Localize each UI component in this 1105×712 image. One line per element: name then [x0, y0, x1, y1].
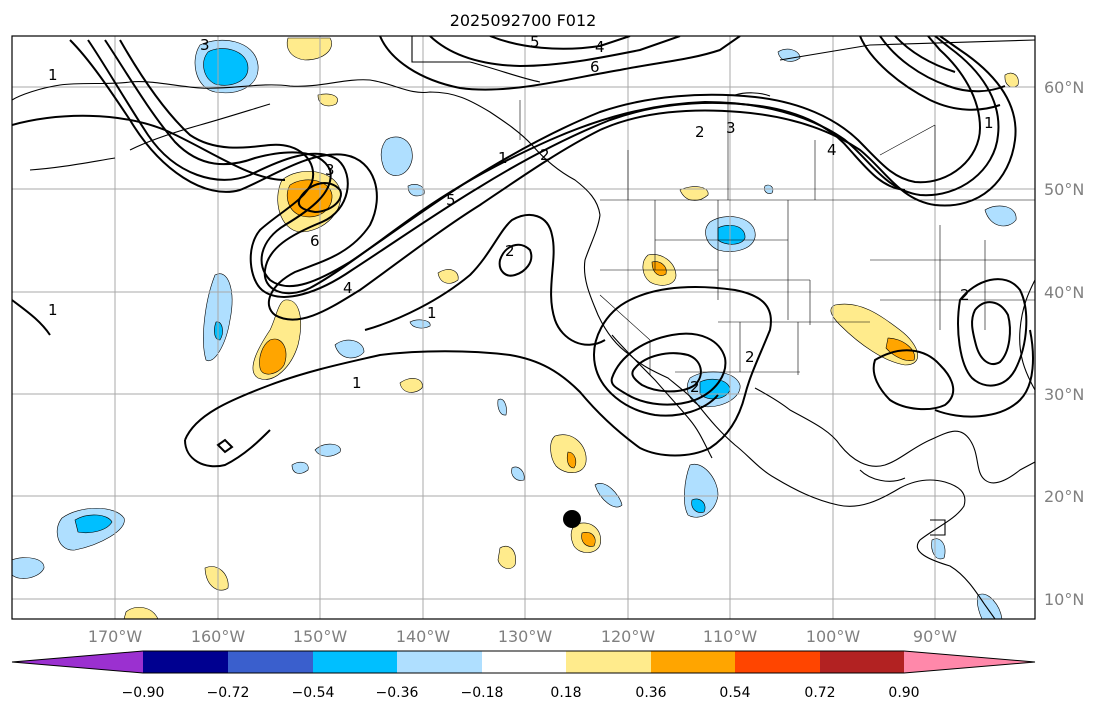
lon-label: 170°W [88, 627, 143, 646]
colorbar-tick-label: −0.72 [207, 685, 250, 701]
contour-label: 1 [984, 114, 994, 132]
negative-core [203, 48, 249, 86]
latitude-labels: 60°N 50°N 40°N 30°N 20°N 10°N [1044, 78, 1084, 609]
negative-core [691, 498, 706, 513]
colorbar-tick-label: −0.90 [122, 685, 165, 701]
negative-region [334, 339, 365, 359]
contour-label: 5 [530, 33, 540, 51]
contour-label: 1 [427, 304, 437, 322]
negative-region [497, 398, 507, 416]
colorbar-extend-max [904, 651, 1035, 673]
lon-label: 110°W [703, 627, 758, 646]
lat-label: 10°N [1044, 590, 1084, 609]
contour-lines [12, 36, 1034, 468]
positive-region [204, 566, 229, 591]
colorbar-segment [735, 651, 820, 673]
colorbar-segment [313, 651, 397, 673]
lon-label: 90°W [913, 627, 957, 646]
colorbar-extend-min [12, 651, 143, 673]
colorbar: −0.90 −0.72 −0.54 −0.36 −0.18 0.18 0.36 … [11, 650, 1036, 701]
negative-core [74, 514, 113, 533]
lat-label: 50°N [1044, 180, 1084, 199]
colorbar-segment [651, 651, 735, 673]
negative-region [291, 461, 309, 474]
negative-region [12, 557, 45, 579]
lon-label: 100°W [806, 627, 861, 646]
negative-region [380, 136, 413, 176]
colorbar-outline [11, 650, 1036, 674]
negative-region [976, 593, 1003, 619]
positive-core [651, 261, 667, 276]
positive-region [679, 186, 709, 201]
lon-label: 120°W [601, 627, 656, 646]
colorbar-segment [228, 651, 313, 673]
positive-core [566, 451, 577, 469]
contour-label: 2 [745, 348, 755, 366]
contour-label: 2 [690, 378, 700, 396]
contour-label: 6 [310, 232, 320, 250]
lat-label: 40°N [1044, 283, 1084, 302]
contour-labels: 1 1 1 1 1 2 2 2 2 2 2 3 3 3 4 4 4 5 5 6 … [48, 33, 994, 396]
positive-region [437, 269, 459, 284]
contour-label: 4 [595, 38, 605, 56]
positive-region [1004, 72, 1019, 88]
positive-core [259, 338, 287, 375]
contour-label: 2 [505, 242, 515, 260]
lon-label: 150°W [293, 627, 348, 646]
colorbar-tick-label: −0.54 [292, 685, 335, 701]
contour-label: 3 [200, 36, 210, 54]
storm-center-marker [563, 510, 581, 528]
lat-label: 20°N [1044, 487, 1084, 506]
colorbar-segment [566, 651, 651, 673]
lon-label: 140°W [396, 627, 451, 646]
negative-region [314, 443, 341, 457]
longitude-labels: 170°W 160°W 150°W 140°W 130°W 120°W 110°… [88, 627, 957, 646]
negative-region [777, 48, 801, 62]
gridlines [12, 36, 1035, 619]
colorbar-segment [482, 651, 566, 673]
contour-label: 1 [48, 66, 58, 84]
colorbar-segment [143, 651, 228, 673]
borders [519, 95, 1035, 375]
colorbar-tick-label: 0.54 [719, 685, 750, 701]
contour-label: 3 [325, 161, 335, 179]
positive-core [581, 532, 596, 547]
colorbar-segment [397, 651, 482, 673]
lat-label: 60°N [1044, 78, 1084, 97]
colorbar-tick-label: −0.18 [461, 685, 504, 701]
negative-region [409, 319, 431, 329]
negative-region [594, 483, 623, 508]
contour-label: 6 [590, 58, 600, 76]
positive-region [399, 378, 423, 393]
negative-region [984, 205, 1017, 227]
map-panel: 1 1 1 1 1 2 2 2 2 2 2 3 3 3 4 4 4 5 5 6 … [12, 33, 1035, 619]
negative-region [407, 184, 425, 197]
contour-label: 5 [446, 191, 456, 209]
chart-title: 2025092700 F012 [450, 11, 597, 30]
positive-region [123, 606, 159, 619]
contour-label: 1 [48, 301, 58, 319]
map-frame [11, 35, 1036, 620]
positive-core [885, 337, 915, 361]
contour-label: 4 [827, 141, 837, 159]
contour-label: 1 [352, 374, 362, 392]
negative-region [511, 466, 525, 481]
colorbar-tick-label: −0.36 [376, 685, 419, 701]
contour-label: 2 [695, 123, 705, 141]
contour-label: 2 [540, 146, 550, 164]
lat-label: 30°N [1044, 385, 1084, 404]
colorbar-tick-label: 0.72 [804, 685, 835, 701]
colorbar-tick-label: 0.90 [888, 685, 919, 701]
lon-label: 160°W [191, 627, 246, 646]
contour-label: 2 [960, 286, 970, 304]
positive-region [497, 545, 516, 569]
contour-label: 4 [343, 279, 353, 297]
contour-label: 1 [498, 149, 508, 167]
contour-label: 3 [726, 119, 736, 137]
colorbar-segment [820, 651, 904, 673]
colorbar-tick-label: 0.36 [635, 685, 666, 701]
colorbar-tick-label: 0.18 [550, 685, 581, 701]
lon-label: 130°W [498, 627, 553, 646]
